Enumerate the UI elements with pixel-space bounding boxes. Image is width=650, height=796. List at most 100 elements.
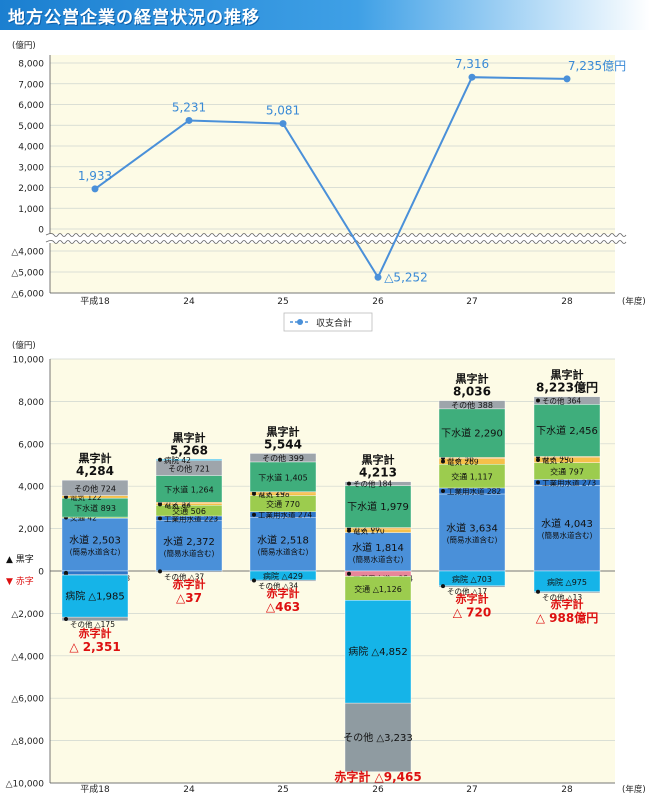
line-x-tick-label: 24 [183, 297, 195, 307]
axis-break-band [48, 234, 617, 243]
bar-segment-label: 電気 88 [164, 499, 191, 509]
line-x-tick-label: 26 [372, 297, 384, 307]
bar-segment-label: ガス 20 [258, 487, 285, 497]
bar-y-tick-label: 0 [38, 568, 44, 578]
bar-surplus-total: 8,036 [453, 385, 491, 399]
bar-segment-label: 病院 42 [164, 455, 191, 465]
bar-segment-label: ガス 52 [164, 498, 191, 508]
bar-surplus-label: 黒字計 [267, 424, 300, 438]
bar-segment-hospital [155, 459, 223, 461]
bar-segment-sewer [249, 461, 317, 492]
line-x-tick-label: 28 [561, 297, 573, 307]
bar-segment-label: 交通 42 [70, 512, 97, 522]
line-point [279, 120, 287, 128]
bar-surplus-total: 4,213 [359, 466, 397, 480]
bar-segment-other_neg [61, 616, 129, 622]
bar-segment-label: 病院 △4,852 [348, 645, 408, 658]
bar-deficit-total: △37 [176, 591, 202, 605]
bar-segment-other [533, 396, 601, 405]
bar-segment-sewer [533, 404, 601, 457]
bar-segment-label: 水道 3,634 [446, 521, 498, 534]
bar-segment-marker [158, 569, 162, 574]
line-point [91, 185, 99, 193]
bar-deficit-label: 赤字計 [267, 586, 300, 600]
bar-y-tick-label: 4,000 [18, 483, 44, 493]
bar-segment-label: 交通 797 [550, 467, 584, 477]
bar-y-tick-label: △8,000 [11, 737, 44, 747]
line-x-unit-label: (年度) [622, 296, 646, 307]
bar-segment-label: その他 △3,233 [343, 731, 413, 744]
line-point-label: 5,231 [172, 100, 206, 114]
bar-segment-label: 電気 158 [258, 489, 290, 499]
bar-segment-label: ガス 66 [353, 523, 380, 533]
bar-surplus-label: 黒字計 [173, 430, 206, 444]
bar-unit-label: (億円) [12, 340, 36, 351]
line-point-label: △5,252 [384, 270, 428, 284]
bar-y-tick-label: 8,000 [18, 398, 44, 408]
bar-segment-other [61, 479, 129, 496]
bar-segment-note: (簡易水道含む) [353, 554, 404, 564]
bar-segment-label: その他 △13 [542, 592, 582, 602]
bar-segment-other_neg [438, 585, 506, 588]
bar-segment-label: 下水道 1,405 [258, 472, 307, 482]
bar-segment-label: 水道 2,518 [257, 533, 309, 546]
bar-x-tick-label: 24 [183, 785, 195, 795]
line-point-label: 7,316 [455, 57, 489, 71]
bar-segment-marker [441, 488, 445, 493]
bar-y-tick-label: △4,000 [11, 652, 44, 662]
bar-segment-label: 交通 506 [172, 506, 206, 516]
bar-surplus-label: 黒字計 [79, 451, 112, 465]
line-x-tick-label: 27 [466, 297, 477, 307]
bar-deficit-label: 赤字計 [79, 626, 112, 640]
bar-surplus-label: 黒字計 [456, 372, 489, 386]
bar-segment-label: その他 △37 [164, 571, 204, 581]
line-unit-label: (億円) [12, 40, 36, 51]
bar-y-tick-label: 10,000 [13, 356, 45, 366]
line-point-label: 7,235億円 [568, 59, 626, 73]
bar-segment-label: その他 724 [74, 483, 116, 493]
line-y-tick-label: 8,000 [18, 60, 44, 70]
page-title: 地方公営企業の経営状況の推移 [8, 8, 260, 28]
bar-segment-marker [536, 480, 540, 485]
bar-x-tick-label: 26 [372, 785, 384, 795]
bar-segment-label: その他 721 [168, 463, 210, 473]
line-y-tick-label: 3,000 [18, 163, 44, 173]
bar-segment-hospital [61, 574, 129, 618]
bar-segment-note: (簡易水道含む) [447, 534, 498, 544]
bar-x-tick-label: 平成18 [80, 783, 110, 795]
bar-segment-label: その他 184 [353, 479, 392, 489]
bar-segment-note: (簡易水道含む) [164, 548, 215, 558]
line-point [185, 116, 193, 124]
bar-segment-note: (簡易水道含む) [70, 546, 121, 556]
bar-segment-label: 交通 △1,126 [354, 584, 402, 594]
bar-y-tick-label: 2,000 [18, 525, 44, 535]
line-y-tick-label: △4,000 [11, 248, 44, 258]
bar-segment-other_neg [533, 591, 601, 594]
line-x-tick-label: 平成18 [80, 295, 110, 307]
bar-segment-label: 水道 1,814 [352, 541, 404, 554]
bar-segment-label: 下水道 2,456 [536, 424, 598, 437]
bar-segment-label: 工業用水道 223 [164, 513, 218, 523]
line-y-tick-label: 5,000 [18, 122, 44, 132]
line-x-tick-label: 25 [277, 297, 288, 307]
line-y-tick-label: 6,000 [18, 101, 44, 111]
bar-surplus-total: 5,544 [264, 437, 302, 451]
bar-segment-marker [536, 457, 540, 462]
bar-surplus-total: 5,268 [170, 443, 208, 457]
bar-surplus-label: 黒字計 [551, 368, 584, 382]
line-legend-box [283, 312, 373, 332]
line-point-label: 1,933 [78, 169, 112, 183]
bar-segment-marker [158, 516, 162, 521]
line-y-tick-label: △5,000 [11, 269, 44, 279]
bar-segment-other_neg [344, 702, 412, 772]
bar-segment-label: 交通 1,117 [451, 472, 492, 482]
bar-segment-sewer [155, 475, 223, 503]
bar-segment-label: ガス 56 [447, 453, 474, 463]
bar-segment-marker [252, 578, 256, 583]
line-y-tick-label: △6,000 [11, 290, 44, 300]
line-series-path [94, 76, 568, 280]
bar-segment-note: (簡易水道含む) [542, 530, 593, 540]
bar-segment-sewer [344, 485, 412, 528]
legend-deficit-label: ▼ 赤字 [6, 575, 34, 587]
